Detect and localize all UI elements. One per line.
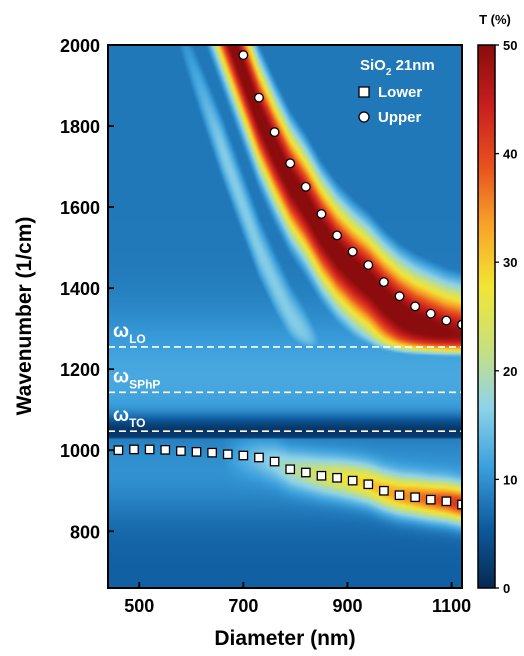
upper-point bbox=[441, 315, 452, 326]
lower-point bbox=[144, 444, 155, 455]
sample-label: SiO2 21nm bbox=[360, 57, 435, 78]
lower-point bbox=[363, 479, 374, 490]
colorbar-tick-label: 0 bbox=[503, 581, 510, 596]
upper-point bbox=[347, 246, 358, 257]
lower-point bbox=[160, 444, 171, 455]
heatmap bbox=[108, 45, 462, 588]
colorbar-scale bbox=[477, 44, 496, 589]
colorbar-tick-label: 30 bbox=[503, 255, 517, 270]
lower-point bbox=[300, 467, 311, 478]
lower-point bbox=[410, 492, 420, 503]
lower-point bbox=[379, 485, 389, 496]
y-tick-label: 1800 bbox=[60, 117, 100, 137]
legend-marker-circle bbox=[358, 111, 370, 123]
legend-label-lower: Lower bbox=[378, 84, 422, 101]
upper-point bbox=[269, 127, 280, 138]
y-tick-label: 800 bbox=[70, 522, 100, 542]
x-tick-label: 500 bbox=[124, 596, 154, 616]
lower-point bbox=[332, 472, 342, 483]
upper-point bbox=[300, 181, 311, 192]
lower-point bbox=[113, 445, 124, 456]
colorbar-tick-label: 50 bbox=[503, 38, 517, 53]
lower-point bbox=[394, 490, 405, 501]
colorbar-ticks: 0 10 20 30 40 50 bbox=[495, 38, 517, 596]
upper-point bbox=[238, 50, 249, 61]
reference-label-to: ωTO bbox=[113, 405, 146, 430]
reference-lines: ωLO ωSPhP ωTO bbox=[108, 321, 462, 432]
lower-point bbox=[129, 444, 139, 455]
lower-point bbox=[238, 450, 249, 461]
upper-point bbox=[457, 319, 462, 330]
colorbar-title: T (%) bbox=[479, 12, 511, 27]
lower-point bbox=[269, 456, 280, 467]
data-markers bbox=[113, 50, 462, 510]
colorbar-tick-label: 10 bbox=[503, 472, 517, 487]
lower-point bbox=[441, 496, 452, 507]
x-axis-title: Diameter (nm) bbox=[214, 627, 355, 650]
x-tick-label: 900 bbox=[332, 596, 362, 616]
upper-point bbox=[254, 92, 264, 103]
lower-point bbox=[425, 494, 436, 505]
y-axis: 800 1000 1200 1400 1600 1800 2000 bbox=[60, 36, 114, 542]
y-axis-title: Wavenumber (1/cm) bbox=[13, 217, 36, 416]
lower-point bbox=[222, 449, 233, 460]
upper-point bbox=[394, 291, 405, 302]
legend-marker-square bbox=[358, 86, 370, 98]
colorbar-tick-label: 20 bbox=[503, 364, 517, 379]
lower-point bbox=[191, 446, 202, 457]
y-tick-label: 1000 bbox=[60, 441, 100, 461]
y-tick-label: 1200 bbox=[60, 360, 100, 380]
upper-point bbox=[410, 301, 421, 312]
upper-point bbox=[363, 260, 374, 270]
legend-label-upper: Upper bbox=[378, 109, 422, 126]
y-tick-label: 1400 bbox=[60, 279, 100, 299]
reference-label-lo: ωLO bbox=[113, 321, 146, 346]
upper-point bbox=[332, 230, 343, 241]
colorbar-tick-label: 40 bbox=[503, 147, 517, 162]
x-tick-label: 700 bbox=[228, 596, 258, 616]
heatmap-image bbox=[108, 45, 462, 588]
lower-point bbox=[285, 464, 296, 475]
lower-point bbox=[207, 447, 217, 458]
reference-label-sphp: ωSPhP bbox=[113, 366, 160, 391]
lower-point bbox=[176, 446, 186, 456]
legend: SiO2 21nm Lower Upper bbox=[358, 57, 435, 126]
upper-point bbox=[378, 277, 389, 288]
colorbar: 0 10 20 30 40 50 T (%) bbox=[477, 12, 517, 596]
upper-point bbox=[316, 209, 327, 219]
x-axis: 500 700 900 1100 bbox=[124, 582, 471, 616]
upper-point bbox=[425, 308, 436, 319]
lower-point bbox=[347, 475, 358, 486]
upper-point bbox=[285, 158, 296, 169]
plot-frame bbox=[107, 44, 463, 589]
lower-point bbox=[316, 470, 327, 481]
y-tick-label: 2000 bbox=[60, 36, 100, 56]
x-tick-label: 1100 bbox=[432, 596, 471, 616]
lower-point bbox=[254, 452, 264, 463]
y-tick-label: 1600 bbox=[60, 198, 100, 218]
